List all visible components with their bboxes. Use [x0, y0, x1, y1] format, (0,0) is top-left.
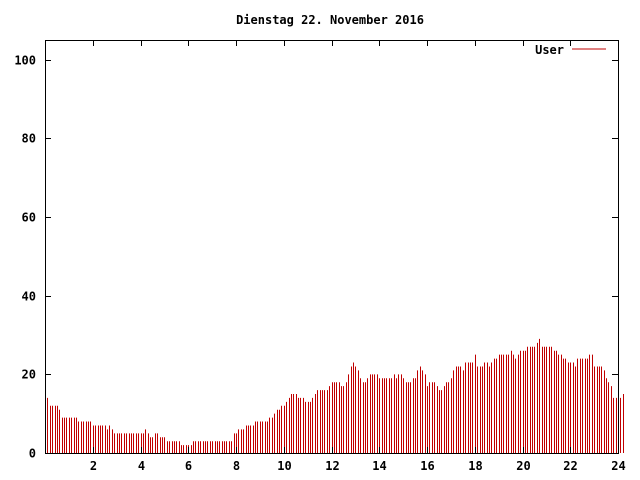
x-tick-label: 2	[90, 459, 97, 473]
y-tick-label: 100	[14, 54, 36, 68]
chart-title: Dienstag 22. November 2016	[236, 13, 424, 27]
x-tick-label: 16	[420, 459, 434, 473]
x-tick-label: 8	[233, 459, 240, 473]
x-tick-label: 6	[185, 459, 192, 473]
x-tick-label: 14	[372, 459, 386, 473]
bar-series	[45, 338, 624, 453]
x-tick-label: 4	[138, 459, 145, 473]
y-tick-label: 60	[22, 211, 36, 225]
x-tick-label: 12	[325, 459, 339, 473]
legend: User	[535, 43, 606, 57]
legend-label-user: User	[535, 43, 564, 57]
x-tick-label: 20	[516, 459, 530, 473]
x-tick-label: 18	[468, 459, 482, 473]
x-tick-label: 22	[563, 459, 577, 473]
y-tick-label: 40	[22, 290, 36, 304]
y-tick-label: 0	[29, 447, 36, 461]
y-tick-label: 20	[22, 368, 36, 382]
x-tick-label: 24	[611, 459, 625, 473]
y-tick-label: 80	[22, 132, 36, 146]
x-tick-label: 10	[277, 459, 291, 473]
